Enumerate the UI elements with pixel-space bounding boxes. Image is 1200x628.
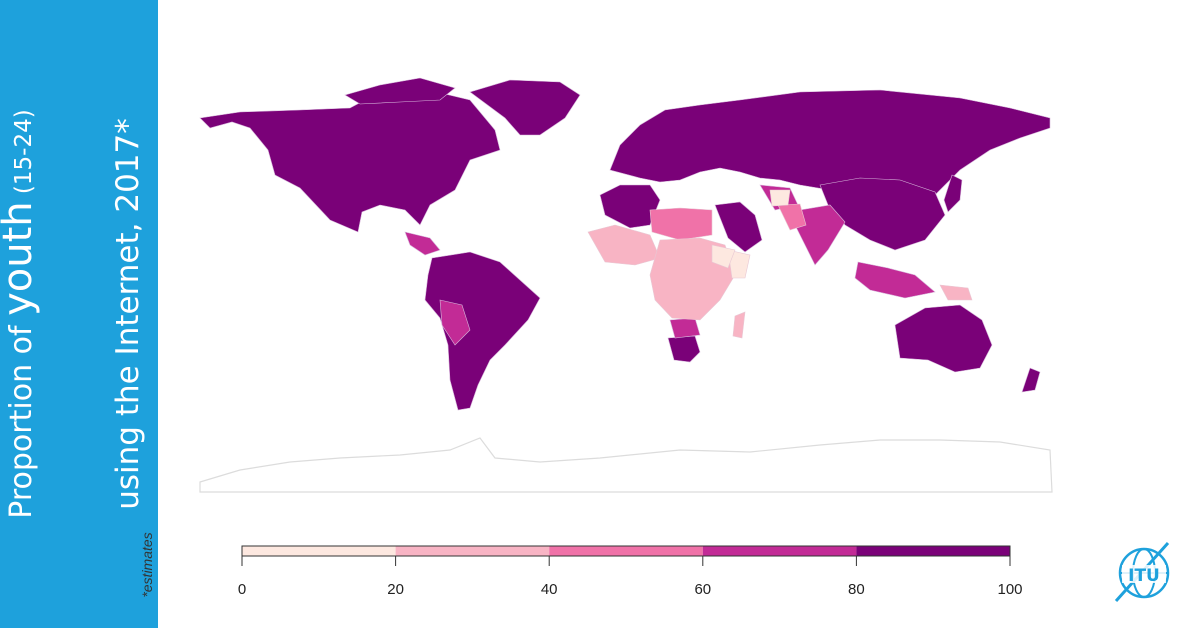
- region-png: [939, 284, 973, 301]
- region-horn: [711, 244, 736, 269]
- region-east-asia: [819, 177, 946, 251]
- region-arctic-islands: [344, 77, 456, 105]
- legend-tick-80: 80: [848, 581, 865, 598]
- legend-tick-0: 0: [238, 581, 246, 598]
- region-greenland: [469, 79, 581, 136]
- region-andes: [439, 299, 471, 346]
- legend-tick-20: 20: [387, 581, 404, 598]
- legend-bin-60-80: [702, 546, 857, 556]
- region-north-america: [199, 87, 501, 233]
- region-australia: [894, 304, 993, 373]
- legend-bin-0-20: [242, 546, 396, 556]
- region-sahel: [649, 207, 713, 241]
- region-southern-africa: [667, 335, 701, 363]
- region-india: [794, 204, 846, 266]
- legend-bin-80-100: [856, 546, 1010, 556]
- region-new-zealand: [1021, 367, 1041, 393]
- region-east-africa: [727, 249, 751, 279]
- legend-colorbar: 0 20 40 60 80 100: [238, 545, 1023, 598]
- title-sidebar: [0, 0, 158, 628]
- itu-logo-text: ITU: [1128, 566, 1160, 586]
- legend-tick-60: 60: [694, 581, 711, 598]
- region-southeast-asia: [854, 261, 936, 299]
- itu-logo: ITU: [1114, 541, 1170, 603]
- legend-tick-40: 40: [541, 581, 558, 598]
- region-antarctica: [199, 437, 1053, 493]
- region-central-america: [404, 231, 441, 256]
- region-west-africa: [587, 224, 661, 266]
- legend-bin-40-60: [549, 546, 703, 556]
- region-afghanistan: [769, 189, 791, 207]
- region-pakistan: [777, 203, 807, 231]
- legend-frame: [241, 545, 1011, 557]
- region-eurasia-north: [609, 89, 1051, 216]
- region-japan: [943, 174, 963, 213]
- region-south-africa-east: [669, 317, 701, 339]
- legend-tick-100: 100: [997, 581, 1022, 598]
- region-south-america: [424, 251, 541, 411]
- region-madagascar: [732, 311, 746, 339]
- region-arabia: [714, 201, 763, 253]
- legend-bin-20-40: [395, 546, 550, 556]
